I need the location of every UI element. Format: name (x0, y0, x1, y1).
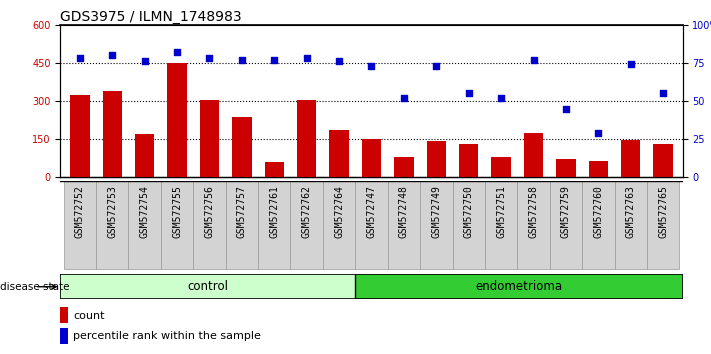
Text: GDS3975 / ILMN_1748983: GDS3975 / ILMN_1748983 (60, 10, 242, 24)
Text: GSM572757: GSM572757 (237, 185, 247, 238)
Point (301, 56, 312, 61)
Bar (550, 181, 582, 269)
Bar (232, 118, 252, 177)
Point (365, 63, 377, 69)
Bar (621, 140, 641, 177)
Point (74, 56, 85, 61)
Text: control: control (187, 280, 228, 293)
Bar (70, 95, 90, 177)
Point (398, 95, 410, 101)
Bar (355, 274, 683, 299)
Text: GSM572763: GSM572763 (626, 185, 636, 238)
Bar (297, 99, 316, 177)
Bar (135, 134, 154, 177)
Text: GSM572751: GSM572751 (496, 185, 506, 238)
Bar (129, 181, 161, 269)
Point (658, 90, 669, 96)
Point (333, 58, 345, 64)
Bar (64, 181, 96, 269)
Text: endometrioma: endometrioma (475, 280, 562, 293)
Point (431, 63, 442, 69)
Bar (518, 181, 550, 269)
Bar (60, 274, 355, 299)
Bar (582, 181, 614, 269)
Bar (200, 99, 219, 177)
Text: disease state: disease state (0, 282, 70, 292)
Text: GSM572760: GSM572760 (593, 185, 604, 238)
Bar (356, 181, 387, 269)
Bar (329, 130, 349, 177)
Bar (264, 162, 284, 177)
Text: GSM572758: GSM572758 (528, 185, 538, 238)
Point (625, 62, 636, 67)
Point (463, 90, 474, 96)
Text: GSM572765: GSM572765 (658, 185, 668, 238)
Bar (394, 157, 414, 177)
Bar (647, 181, 679, 269)
Text: GSM572753: GSM572753 (107, 185, 117, 238)
Bar (323, 181, 356, 269)
Text: GSM572756: GSM572756 (205, 185, 215, 238)
Text: percentile rank within the sample: percentile rank within the sample (73, 331, 261, 341)
Bar (362, 139, 381, 177)
Point (528, 57, 539, 63)
Text: GSM572759: GSM572759 (561, 185, 571, 238)
Point (236, 57, 247, 63)
Text: count: count (73, 310, 105, 321)
Bar (491, 157, 510, 177)
Bar (225, 181, 258, 269)
Bar (485, 181, 518, 269)
Bar (60, 328, 68, 344)
Text: GSM572764: GSM572764 (334, 185, 344, 238)
Bar (524, 133, 543, 177)
Bar (589, 160, 608, 177)
Point (204, 56, 215, 61)
Text: GSM572761: GSM572761 (269, 185, 279, 238)
Bar (60, 307, 68, 324)
Bar (258, 181, 291, 269)
Point (560, 105, 572, 111)
Text: GSM572752: GSM572752 (75, 185, 85, 238)
Bar (556, 159, 576, 177)
Text: GSM572749: GSM572749 (432, 185, 442, 238)
Bar (459, 144, 479, 177)
Point (269, 57, 280, 63)
Text: GSM572747: GSM572747 (366, 185, 377, 238)
Bar (161, 181, 193, 269)
Bar (387, 181, 420, 269)
Text: GSM572755: GSM572755 (172, 185, 182, 238)
Text: GSM572762: GSM572762 (301, 185, 311, 238)
Text: GSM572750: GSM572750 (464, 185, 474, 238)
Bar (420, 181, 452, 269)
Point (171, 49, 183, 55)
Bar (614, 181, 647, 269)
Bar (291, 181, 323, 269)
Point (107, 52, 118, 58)
Bar (427, 142, 446, 177)
Point (593, 130, 604, 136)
Bar (167, 63, 187, 177)
Point (496, 95, 507, 101)
Text: GSM572748: GSM572748 (399, 185, 409, 238)
Point (139, 58, 150, 64)
Bar (96, 181, 129, 269)
Text: GSM572754: GSM572754 (139, 185, 150, 238)
Bar (653, 144, 673, 177)
Bar (193, 181, 225, 269)
Bar (102, 91, 122, 177)
Bar (452, 181, 485, 269)
